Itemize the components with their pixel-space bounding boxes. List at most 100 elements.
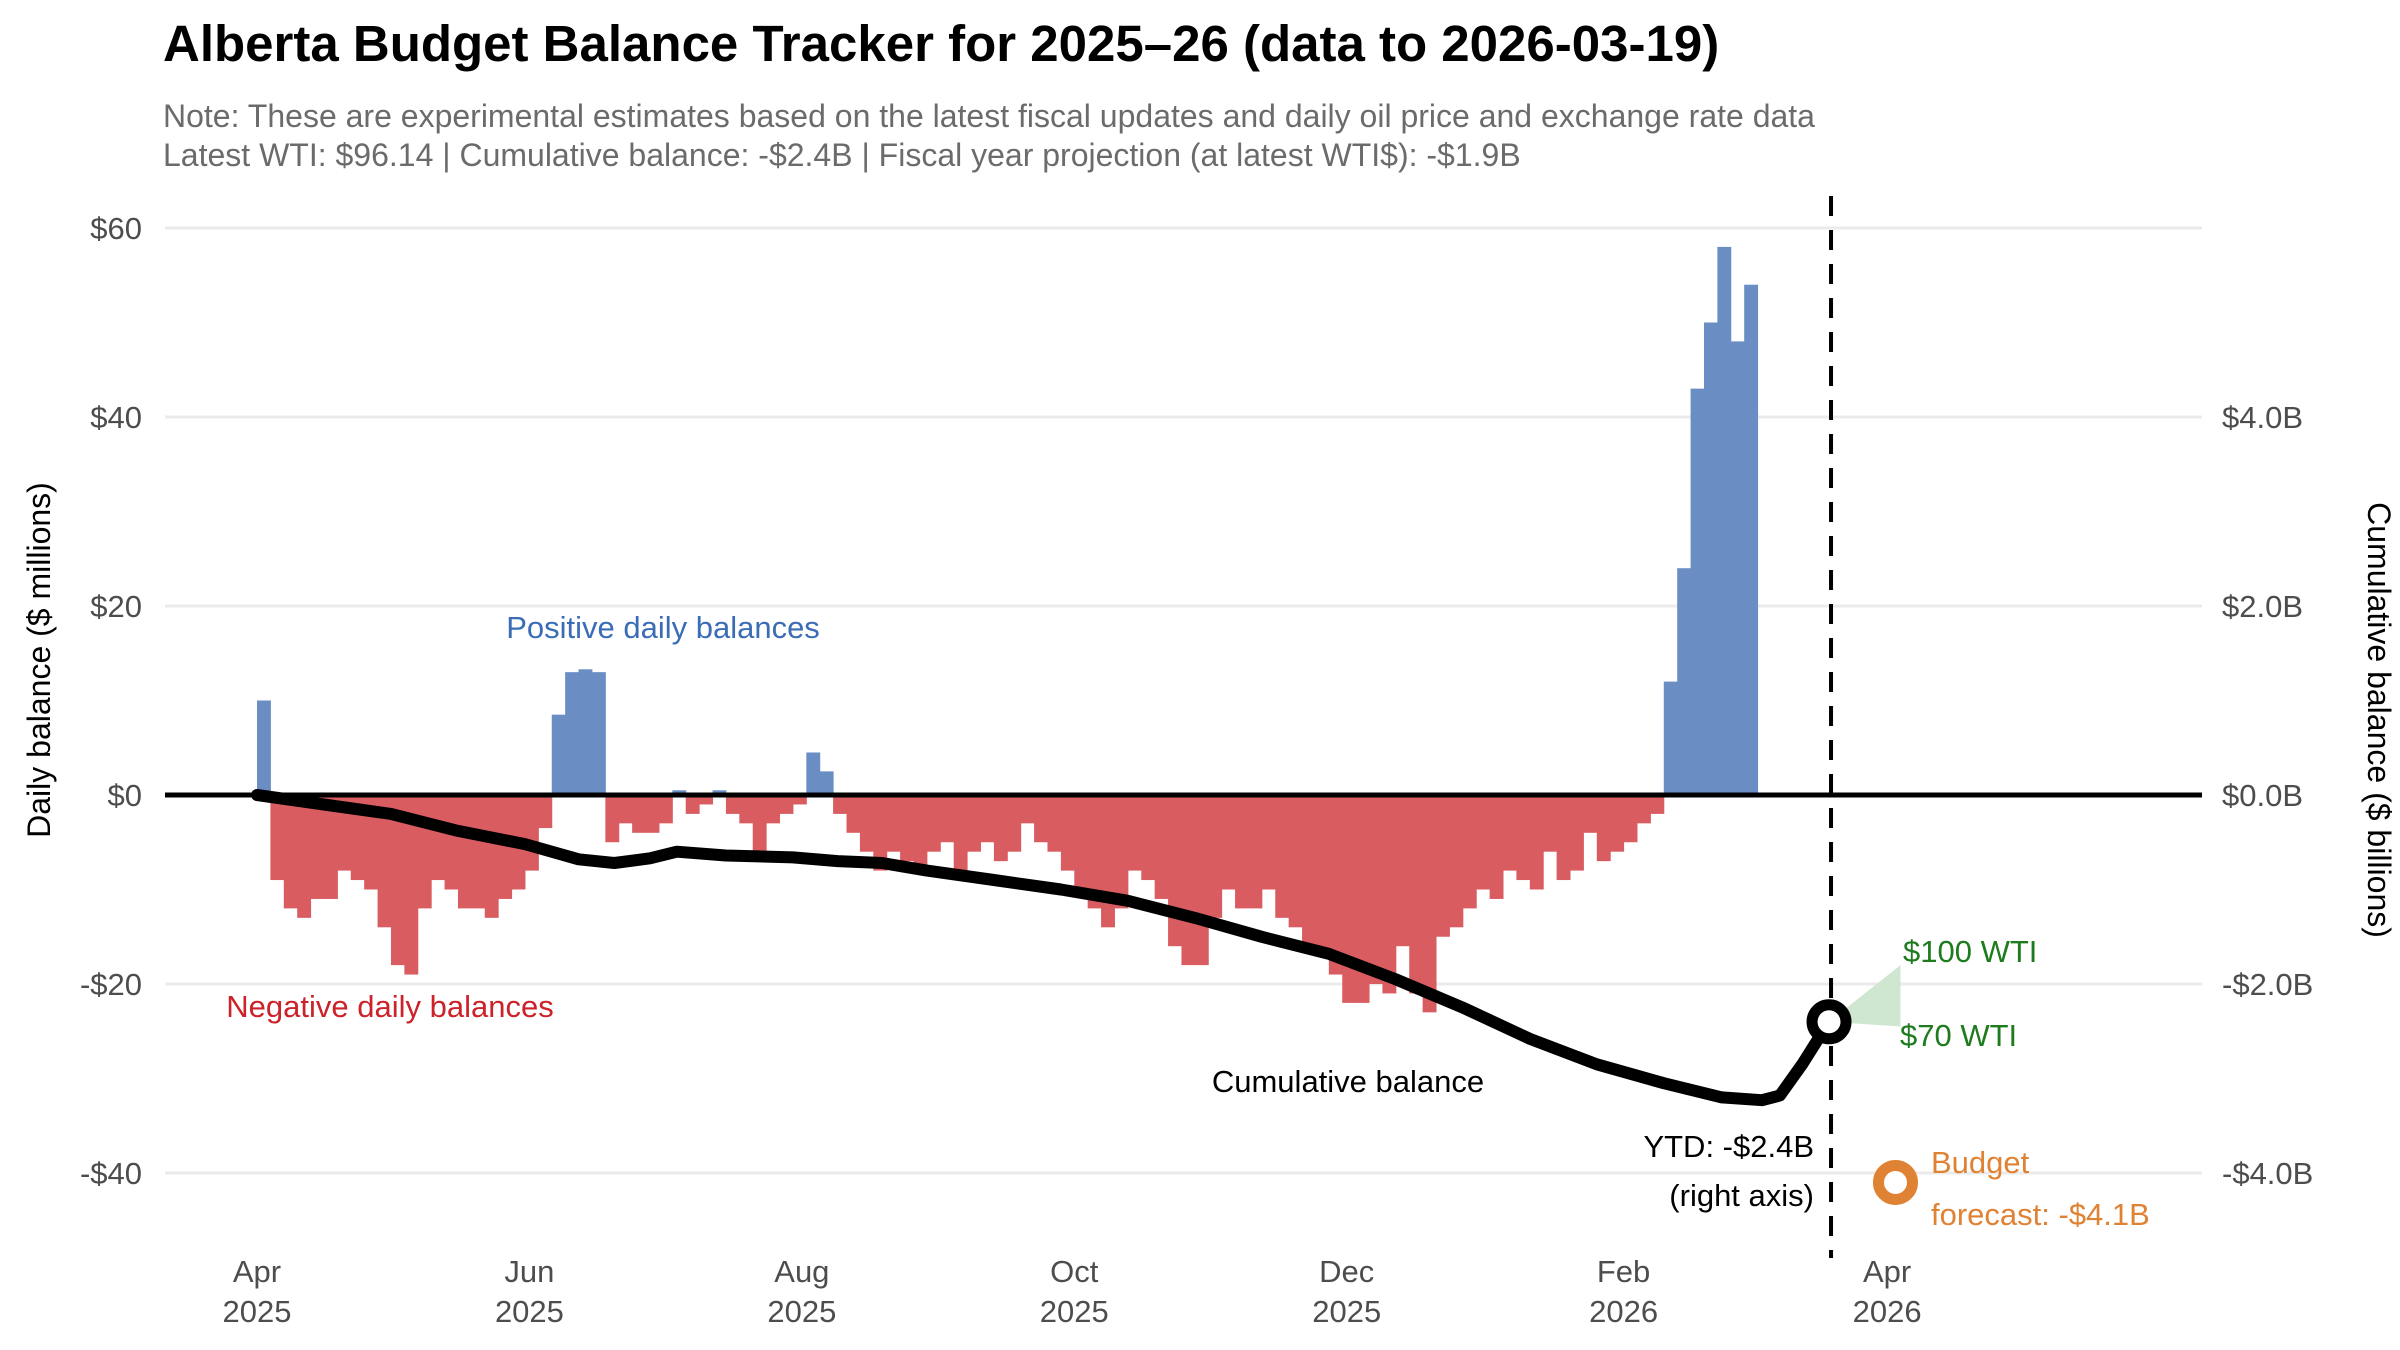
negative-bar bbox=[417, 795, 432, 909]
negative-bar bbox=[967, 795, 981, 852]
y2-tick-label: -$2.0B bbox=[2222, 967, 2313, 1002]
current-marker bbox=[1806, 999, 1852, 1045]
negative-bar bbox=[886, 795, 901, 852]
negative-bar bbox=[1248, 795, 1263, 909]
x-tick-month: Oct bbox=[1050, 1254, 1099, 1289]
negative-bar bbox=[779, 795, 794, 814]
y2-tick-label: $4.0B bbox=[2222, 400, 2303, 435]
positive-bar bbox=[1703, 322, 1718, 795]
negative-bar bbox=[1261, 795, 1276, 890]
negative-bar bbox=[766, 795, 781, 824]
negative-bar bbox=[337, 795, 352, 871]
x-tick-year: 2026 bbox=[1589, 1294, 1658, 1329]
negative-bar bbox=[1436, 795, 1450, 937]
x-tick-month: Aug bbox=[774, 1254, 829, 1289]
negative-bar bbox=[498, 795, 513, 899]
negative-bar bbox=[283, 795, 298, 909]
y2-tick-label: $0.0B bbox=[2222, 778, 2303, 813]
y-tick-label: $20 bbox=[90, 589, 142, 624]
negative-annotation: Negative daily balances bbox=[226, 989, 553, 1024]
negative-bar bbox=[658, 795, 673, 824]
negative-bar bbox=[1610, 795, 1625, 852]
negative-bar bbox=[792, 795, 807, 805]
negative-bar bbox=[900, 795, 915, 862]
x-tick-month: Apr bbox=[233, 1254, 281, 1289]
negative-bar bbox=[270, 795, 285, 881]
negative-bar bbox=[1087, 795, 1102, 909]
positive-bar bbox=[591, 672, 606, 795]
negative-bar bbox=[390, 795, 405, 966]
budget-label-line2: forecast: -$4.1B bbox=[1931, 1197, 2150, 1232]
negative-bar bbox=[1623, 795, 1638, 843]
x-tick-year: 2026 bbox=[1853, 1294, 1922, 1329]
negative-bar bbox=[926, 795, 941, 852]
positive-bar bbox=[578, 669, 593, 795]
negative-bar bbox=[297, 795, 312, 918]
y2-axis-label: Cumulative balance ($ billions) bbox=[2361, 502, 2397, 938]
negative-bar bbox=[913, 795, 928, 871]
negative-bar bbox=[1395, 795, 1410, 947]
x-tick-month: Feb bbox=[1597, 1254, 1650, 1289]
x-tick-month: Apr bbox=[1863, 1254, 1911, 1289]
positive-bar bbox=[806, 752, 821, 795]
y-tick-label: -$40 bbox=[80, 1156, 142, 1191]
positive-bar bbox=[1744, 284, 1759, 795]
negative-bar bbox=[1221, 795, 1236, 890]
negative-bar bbox=[1328, 795, 1343, 975]
negative-bar bbox=[1302, 795, 1316, 947]
positive-bar bbox=[551, 714, 566, 795]
cumulative-line bbox=[251, 789, 1835, 1107]
negative-bar bbox=[457, 795, 472, 909]
negative-bar bbox=[1596, 795, 1611, 862]
negative-bar bbox=[1154, 795, 1169, 899]
negative-bar bbox=[1583, 795, 1598, 833]
negative-bar bbox=[538, 795, 553, 829]
negative-bar bbox=[524, 795, 539, 871]
negative-bar bbox=[833, 795, 848, 814]
negative-bar bbox=[725, 795, 740, 814]
x-tick-year: 2025 bbox=[1312, 1294, 1381, 1329]
negative-bar bbox=[310, 795, 325, 899]
negative-bar bbox=[444, 795, 459, 890]
chart-title: Alberta Budget Balance Tracker for 2025–… bbox=[163, 15, 1720, 72]
negative-bar bbox=[323, 795, 338, 899]
negative-bar bbox=[1409, 795, 1424, 994]
y-tick-label: $0 bbox=[108, 778, 142, 813]
negative-bar bbox=[859, 795, 874, 852]
x-tick-year: 2025 bbox=[223, 1294, 292, 1329]
negative-bar bbox=[1020, 795, 1035, 824]
negative-bar bbox=[1141, 795, 1156, 881]
negative-bar bbox=[484, 795, 499, 918]
negative-bar bbox=[873, 795, 888, 871]
negative-bar bbox=[1543, 795, 1558, 852]
negative-bar bbox=[1074, 795, 1089, 890]
negative-bar bbox=[1235, 795, 1249, 909]
daily-bars bbox=[257, 246, 1759, 1013]
negative-bar bbox=[1449, 795, 1464, 928]
chart-summary: Latest WTI: $96.14 | Cumulative balance:… bbox=[163, 137, 1521, 173]
positive-bar bbox=[1717, 246, 1732, 795]
negative-bar bbox=[1047, 795, 1062, 852]
negative-bar bbox=[1342, 795, 1357, 1003]
y-axis-right: $4.0B $2.0B $0.0B -$2.0B -$4.0B bbox=[2222, 400, 2313, 1191]
positive-bar bbox=[257, 700, 271, 795]
x-tick-year: 2025 bbox=[767, 1294, 836, 1329]
cumulative-annotation: Cumulative balance bbox=[1212, 1064, 1484, 1099]
y2-tick-label: $2.0B bbox=[2222, 589, 2303, 624]
y-tick-label: -$20 bbox=[80, 967, 142, 1002]
x-tick-month: Dec bbox=[1319, 1254, 1374, 1289]
negative-bar bbox=[1529, 795, 1544, 890]
negative-bar bbox=[699, 795, 714, 805]
negative-bar bbox=[404, 795, 419, 975]
negative-bar bbox=[1382, 795, 1397, 994]
negative-bar bbox=[1462, 795, 1477, 909]
x-axis: Apr 2025 Jun 2025 Aug 2025 Oct 2025 Dec 2025 Feb 20… bbox=[223, 1254, 1922, 1329]
negative-bar bbox=[618, 795, 633, 824]
negative-bar bbox=[752, 795, 767, 852]
negative-bar bbox=[1275, 795, 1290, 918]
positive-bar bbox=[1690, 388, 1705, 795]
y-tick-label: $60 bbox=[90, 211, 142, 246]
positive-annotation: Positive daily balances bbox=[506, 610, 820, 645]
negative-bar bbox=[350, 795, 365, 881]
